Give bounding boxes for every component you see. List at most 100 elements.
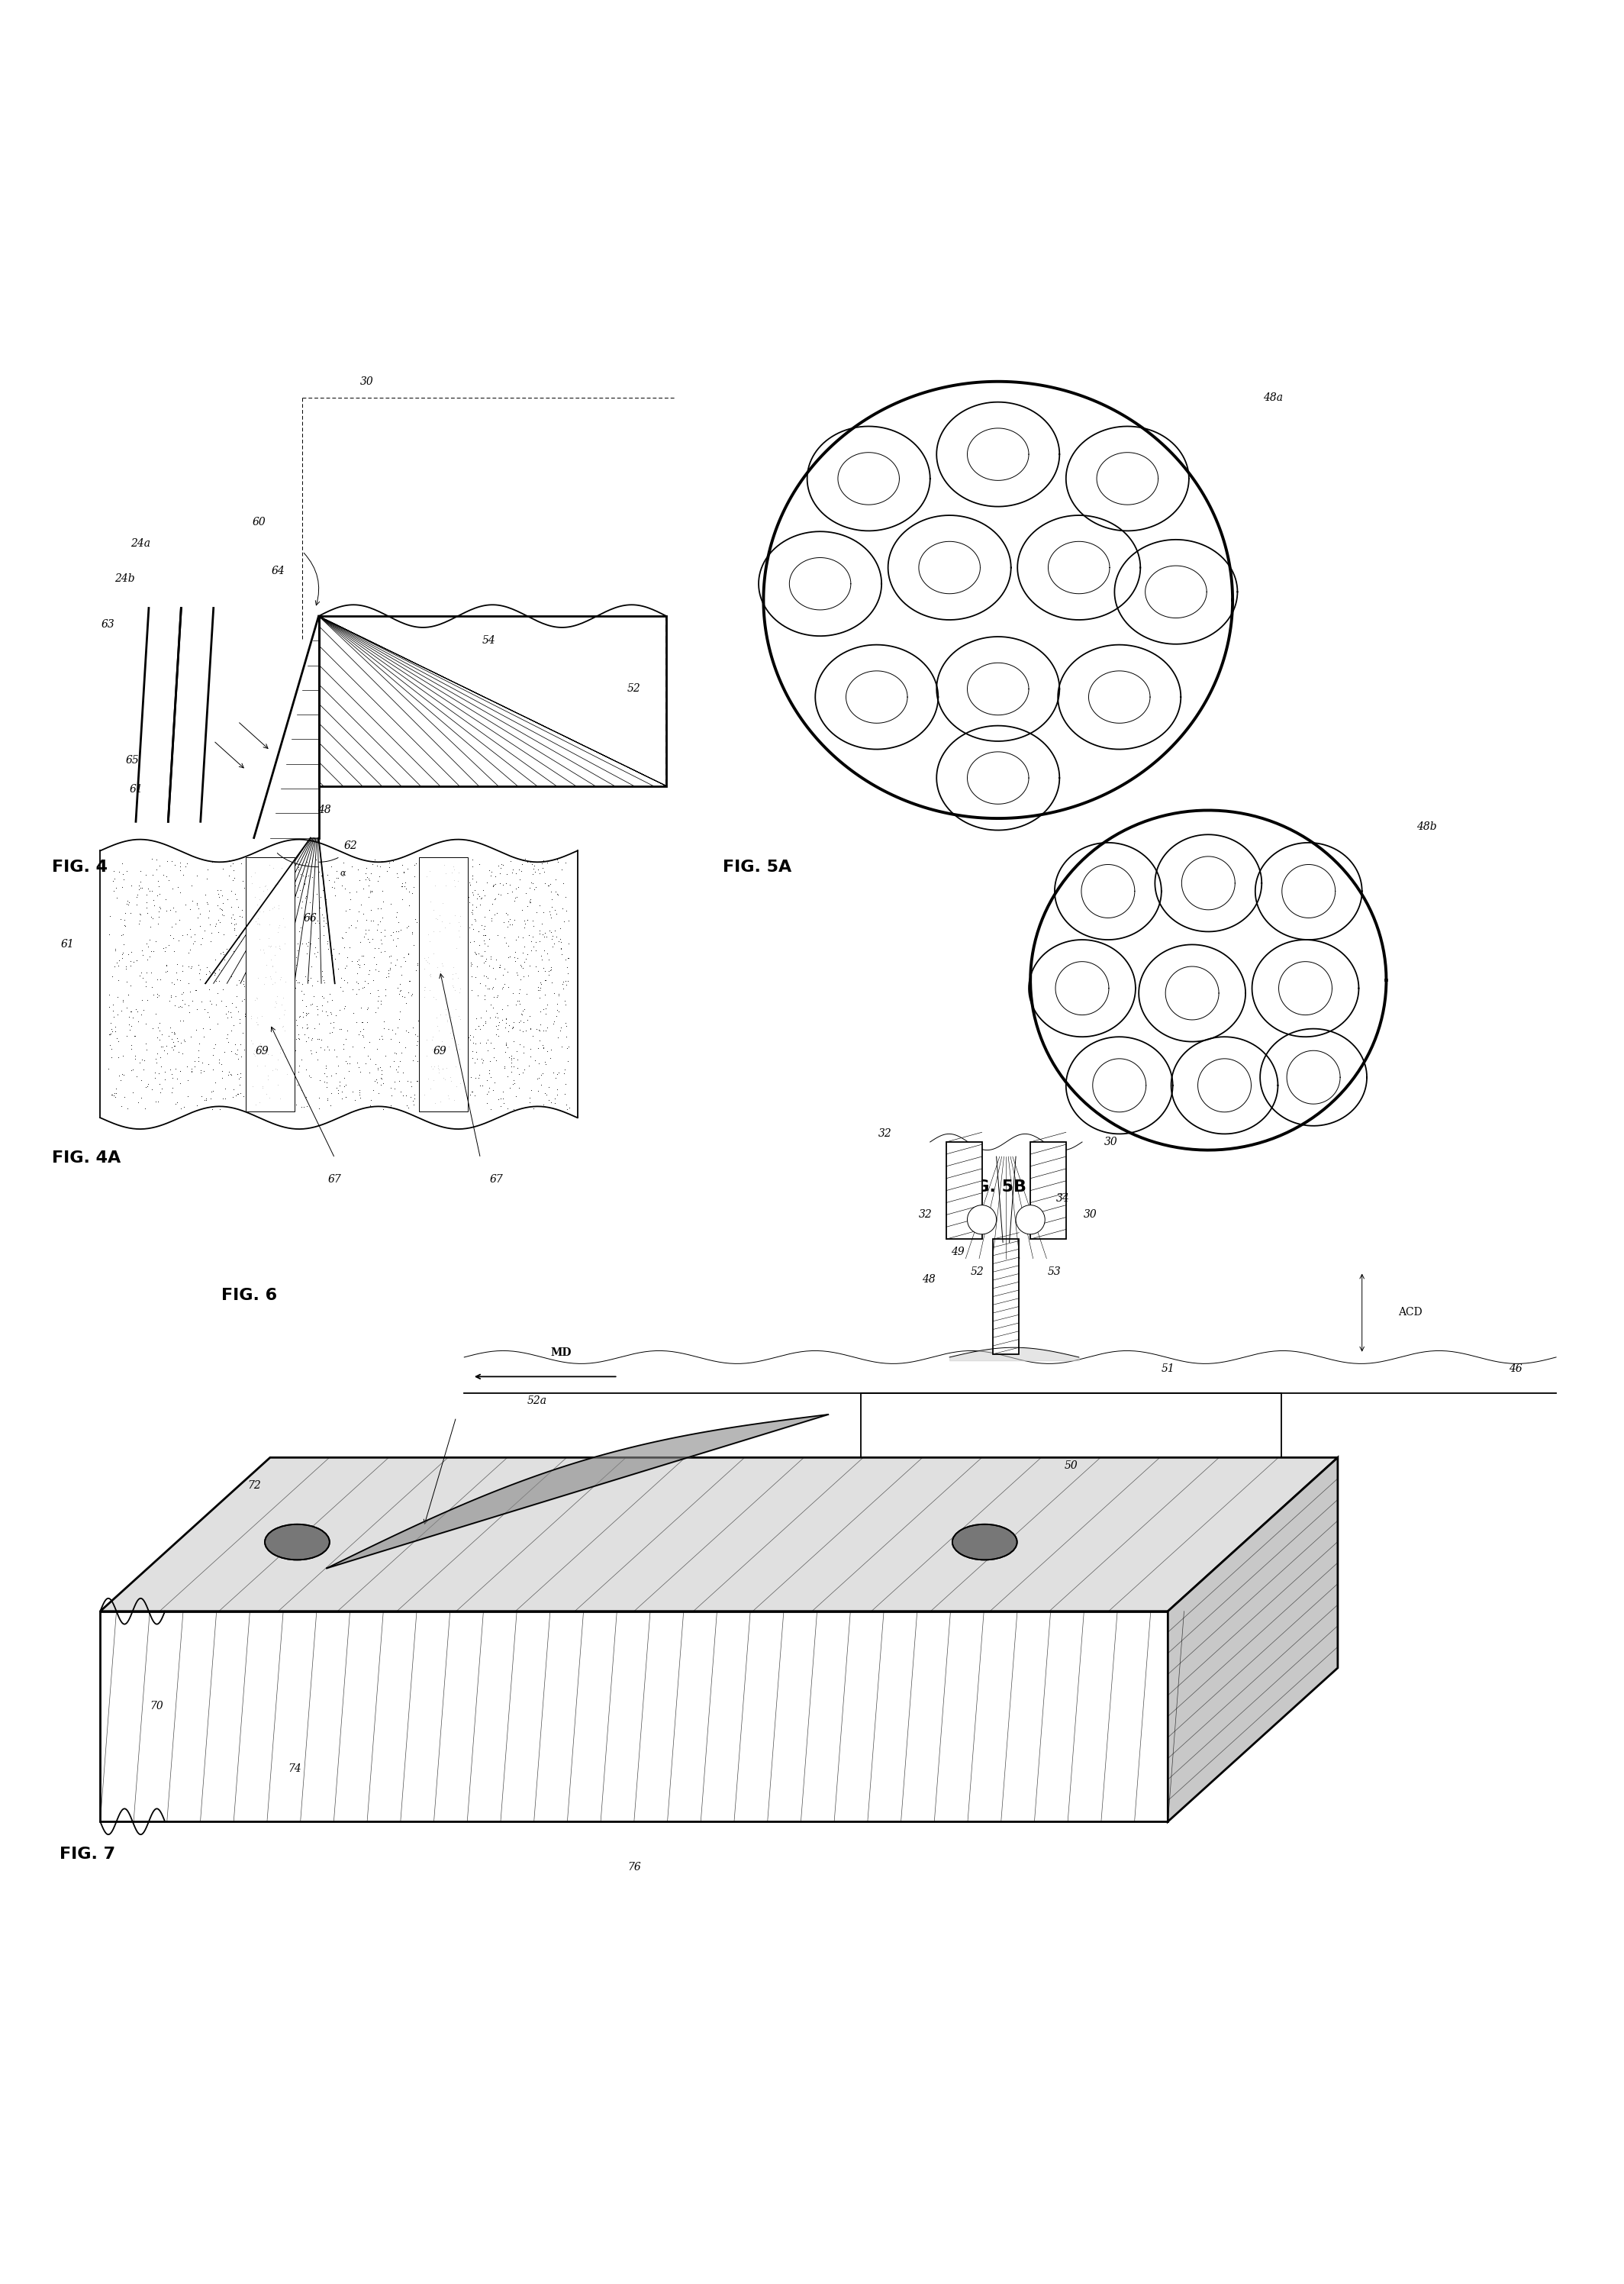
Point <box>286 1021 312 1057</box>
Point <box>471 918 497 955</box>
Point <box>510 934 536 971</box>
Point <box>487 850 513 886</box>
Point <box>162 987 188 1023</box>
Point <box>424 1007 450 1044</box>
Point <box>242 1087 268 1124</box>
Point <box>195 1046 221 1083</box>
Point <box>344 943 370 980</box>
Point <box>544 843 570 879</box>
Point <box>385 914 411 950</box>
Point <box>328 1080 354 1117</box>
Point <box>404 1044 430 1080</box>
Point <box>244 1000 270 1037</box>
Point <box>162 1016 188 1053</box>
Point <box>209 1080 235 1117</box>
Point <box>114 1019 140 1055</box>
Point <box>385 1048 411 1085</box>
Point <box>279 1048 305 1085</box>
Point <box>221 852 247 888</box>
Point <box>505 939 531 975</box>
Point <box>468 907 494 943</box>
Point <box>482 895 508 932</box>
Point <box>224 1076 250 1112</box>
Point <box>331 962 357 998</box>
Point <box>554 1092 580 1128</box>
Point <box>499 1053 525 1089</box>
Point <box>499 1037 525 1073</box>
Point <box>318 936 344 973</box>
Point <box>425 1053 451 1089</box>
Point <box>99 1014 125 1051</box>
Point <box>141 1055 167 1092</box>
Point <box>294 996 320 1032</box>
Point <box>184 973 209 1010</box>
Point <box>382 1035 408 1071</box>
Point <box>525 968 551 1005</box>
Point <box>166 1035 192 1071</box>
Point <box>294 1087 320 1124</box>
Point <box>184 991 209 1028</box>
Point <box>106 962 132 998</box>
Point <box>445 959 471 996</box>
Point <box>351 946 377 982</box>
Point <box>169 975 195 1012</box>
Point <box>391 939 417 975</box>
Point <box>257 1012 283 1048</box>
Point <box>533 978 559 1014</box>
Point <box>294 989 320 1026</box>
Point <box>461 911 487 948</box>
Point <box>188 1078 214 1115</box>
Point <box>451 971 477 1007</box>
Point <box>182 971 208 1007</box>
Point <box>97 898 123 934</box>
Point <box>468 966 494 1003</box>
Point <box>538 895 564 932</box>
Point <box>365 952 391 989</box>
Point <box>546 1055 572 1092</box>
Point <box>533 952 559 989</box>
Point <box>528 1005 554 1042</box>
Point <box>153 1053 179 1089</box>
Point <box>127 870 153 907</box>
Point <box>182 1048 208 1085</box>
Text: 61: 61 <box>128 783 143 795</box>
Point <box>309 1021 335 1057</box>
Point <box>143 1042 169 1078</box>
Point <box>466 877 492 914</box>
Point <box>523 948 549 984</box>
Point <box>130 936 156 973</box>
Point <box>497 902 523 939</box>
Point <box>283 968 309 1005</box>
Point <box>461 923 487 959</box>
Point <box>492 950 518 987</box>
Point <box>348 989 374 1026</box>
Point <box>219 1057 245 1094</box>
Point <box>115 978 141 1014</box>
Point <box>461 1078 487 1115</box>
Point <box>281 1030 307 1067</box>
Point <box>109 994 135 1030</box>
Point <box>552 845 578 882</box>
Point <box>406 980 432 1016</box>
Point <box>531 843 557 879</box>
Point <box>305 1021 331 1057</box>
Point <box>162 893 188 930</box>
Point <box>313 1069 339 1105</box>
Point <box>278 987 304 1023</box>
Point <box>365 973 391 1010</box>
Text: 67: 67 <box>490 1174 503 1185</box>
Point <box>313 1064 339 1101</box>
Point <box>489 866 515 902</box>
Point <box>395 909 421 946</box>
Point <box>352 1046 378 1083</box>
Point <box>287 1042 313 1078</box>
Point <box>326 1067 352 1103</box>
Point <box>310 962 336 998</box>
Point <box>500 1062 526 1099</box>
Point <box>265 914 291 950</box>
Point <box>479 989 505 1026</box>
Point <box>128 996 154 1032</box>
Point <box>198 984 224 1021</box>
Point <box>531 854 557 891</box>
Point <box>346 1048 372 1085</box>
